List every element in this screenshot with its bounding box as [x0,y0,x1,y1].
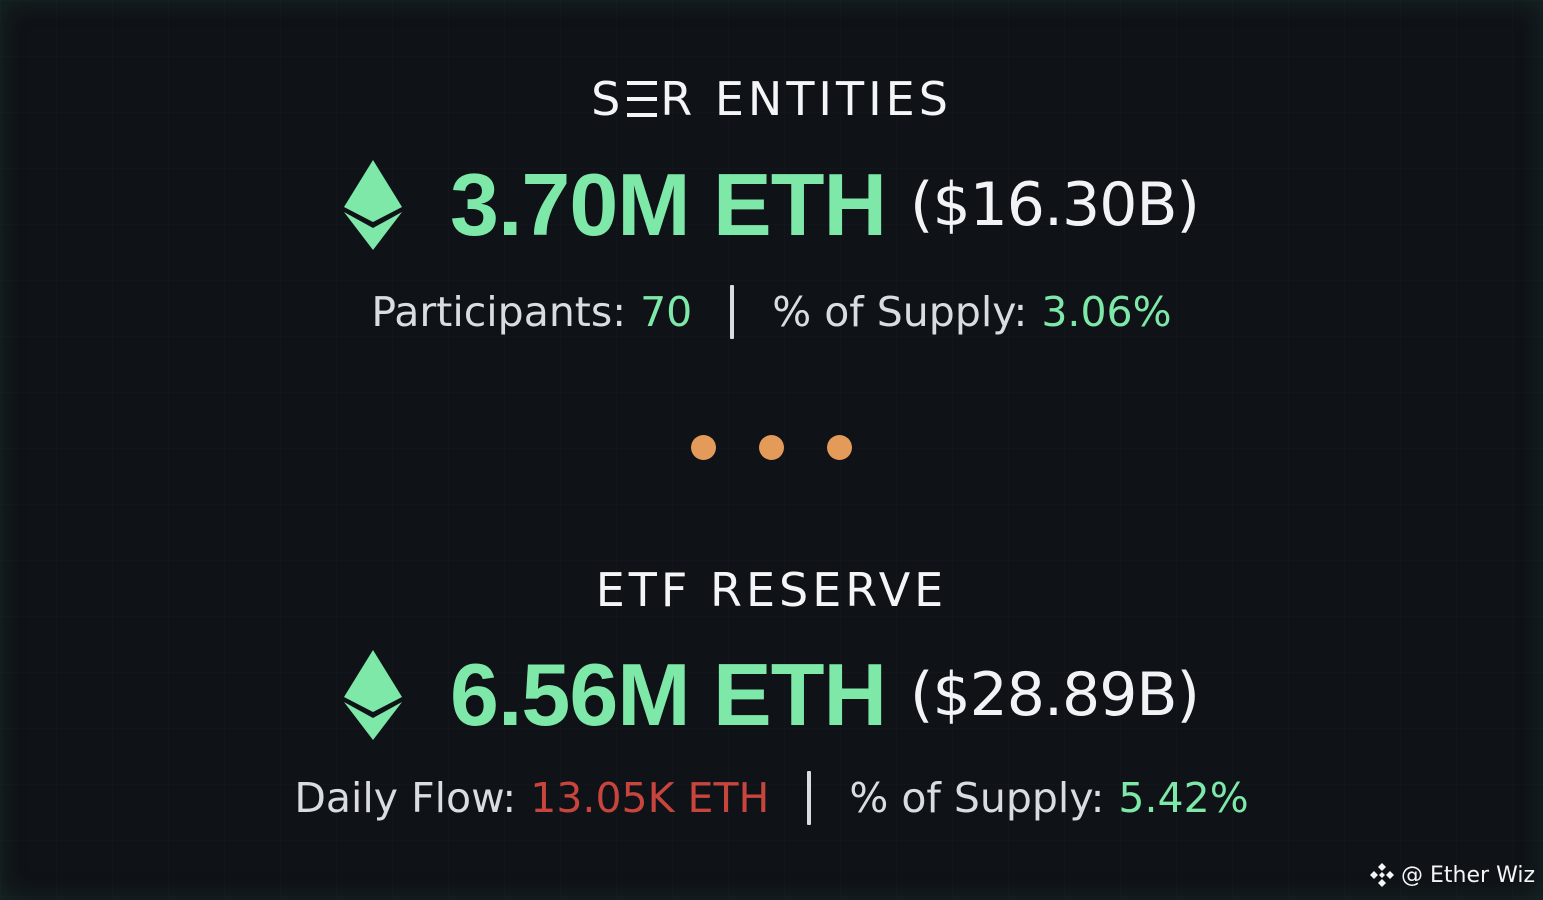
supply-percent-value: 3.06% [1041,288,1172,336]
eth-amount: 6.56M ETH [450,645,887,744]
ethereum-icon [344,160,403,250]
usd-value: ($16.30B) [910,170,1200,240]
divider-dot [691,435,716,460]
etf-reserve-stats-row: Daily Flow: 13.05K ETH % of Supply: 5.42… [0,768,1543,828]
ethereum-icon [344,650,403,740]
participants-label: Participants: [371,288,627,336]
stats-separator [730,285,735,339]
title-prefix: S [591,72,625,126]
section-divider-dots [0,435,1543,460]
divider-dot [827,435,852,460]
stats-separator [807,771,812,825]
supply-percent-value: 5.42% [1118,774,1249,822]
participants-value: 70 [640,288,693,336]
ser-entities-holdings-row: 3.70M ETH ($16.30B) [0,150,1543,260]
etf-reserve-holdings-row: 6.56M ETH ($28.89B) [0,640,1543,750]
etf-reserve-title: ETF RESERVE [595,563,948,617]
watermark: @ Ether Wiz [1369,862,1535,888]
title-suffix: R ENTITIES [660,72,952,126]
binance-icon [1370,863,1395,887]
usd-value: ($28.89B) [910,660,1200,730]
supply-percent-label: % of Supply: [849,774,1105,822]
divider-dot [759,435,784,460]
watermark-text: @ Ether Wiz [1401,862,1535,888]
ser-entities-title: S R ENTITIES [0,72,1543,126]
eth-amount: 3.70M ETH [450,155,887,254]
ser-entities-stats-row: Participants: 70 % of Supply: 3.06% [0,282,1543,342]
stylized-e-glyph [627,81,658,117]
daily-flow-label: Daily Flow: [294,774,517,822]
supply-percent-label: % of Supply: [772,288,1028,336]
daily-flow-value: 13.05K ETH [530,774,770,822]
